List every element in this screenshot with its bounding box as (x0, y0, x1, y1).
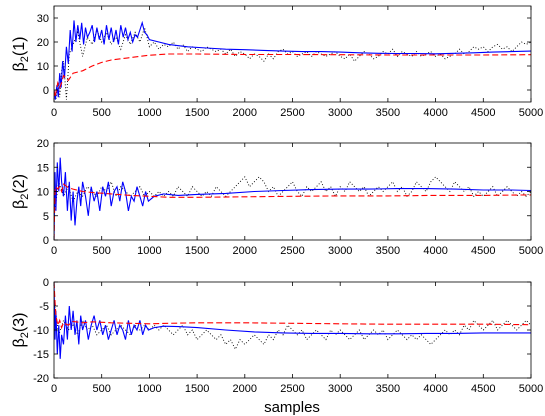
x-tick-label: 500 (93, 107, 111, 119)
x-tick-label: 4000 (423, 383, 447, 395)
x-tick-label: 3000 (328, 383, 352, 395)
y-tick-label: 30 (37, 13, 49, 25)
y-tick-label: 20 (37, 138, 49, 150)
x-tick-label: 4500 (471, 245, 495, 257)
x-tick-label: 3000 (328, 245, 352, 257)
x-tick-label: 0 (51, 245, 57, 257)
y-tick-label: 0 (43, 235, 49, 247)
series-group (54, 157, 531, 240)
y-tick-label: -5 (39, 301, 49, 313)
y-tick-label: 0 (43, 277, 49, 289)
y-tick-label: 0 (43, 85, 49, 97)
x-tick-label: 2000 (233, 383, 257, 395)
black-dotted-series (54, 176, 531, 216)
black-dotted-series (54, 301, 531, 351)
y-tick-label: 10 (37, 187, 49, 199)
x-tick-label: 1500 (185, 245, 209, 257)
x-tick-label: 500 (93, 245, 111, 257)
x-tick-label: 2500 (280, 107, 304, 119)
series-group (54, 282, 531, 359)
x-tick-label: 3000 (328, 107, 352, 119)
x-tick-label: 1000 (137, 383, 161, 395)
x-tick-label: 2000 (233, 245, 257, 257)
x-tick-label: 5000 (519, 245, 543, 257)
blue-solid-series (54, 20, 531, 100)
y-axis-label: β2(3) (11, 313, 31, 348)
x-tick-label: 0 (51, 383, 57, 395)
y-tick-label: 20 (37, 37, 49, 49)
x-tick-label: 4000 (423, 107, 447, 119)
x-tick-label: 1000 (137, 245, 161, 257)
x-tick-label: 3500 (376, 383, 400, 395)
panel-beta2-2: 0 500 1000 1500 2000 2500 3000 3500 4000 4500 5000… (11, 138, 543, 257)
blue-solid-series (54, 157, 531, 240)
red-dashed-series (54, 183, 531, 240)
x-tick-label: 1500 (185, 383, 209, 395)
series-group (54, 20, 531, 100)
y-tick-label: 15 (37, 162, 49, 174)
x-tick-label: 4000 (423, 245, 447, 257)
x-tick-label: 1500 (185, 107, 209, 119)
panel-beta2-3: 0 500 1000 1500 2000 2500 3000 3500 4000 4500 5000… (11, 277, 543, 395)
y-tick-label: 10 (37, 61, 49, 73)
x-tick-label: 1000 (137, 107, 161, 119)
x-tick-label: 4500 (471, 107, 495, 119)
axes-frame (53, 5, 532, 103)
panel-beta2-1: 0 500 1000 1500 2000 2500 3000 3500 4000 4500 5000… (11, 5, 543, 119)
y-tick-label: -10 (33, 325, 49, 337)
red-dashed-series (54, 282, 531, 330)
x-tick-label: 3500 (376, 245, 400, 257)
x-tick-label: 2500 (280, 245, 304, 257)
black-dotted-series (54, 25, 531, 100)
x-tick-label: 4500 (471, 383, 495, 395)
x-tick-label: 5000 (519, 107, 543, 119)
y-axis-label: β2(1) (11, 37, 31, 72)
x-tick-label: 500 (93, 383, 111, 395)
red-dashed-series (54, 53, 531, 98)
x-tick-label: 5000 (519, 383, 543, 395)
x-axis-label: samples (264, 399, 320, 416)
y-tick-label: -20 (33, 373, 49, 385)
y-tick-label: -15 (33, 349, 49, 361)
x-tick-label: 0 (51, 107, 57, 119)
x-tick-label: 2500 (280, 383, 304, 395)
blue-solid-series (54, 282, 531, 359)
y-axis-label: β2(2) (11, 174, 31, 209)
y-tick-label: 5 (43, 211, 49, 223)
x-tick-label: 2000 (233, 107, 257, 119)
x-tick-label: 3500 (376, 107, 400, 119)
